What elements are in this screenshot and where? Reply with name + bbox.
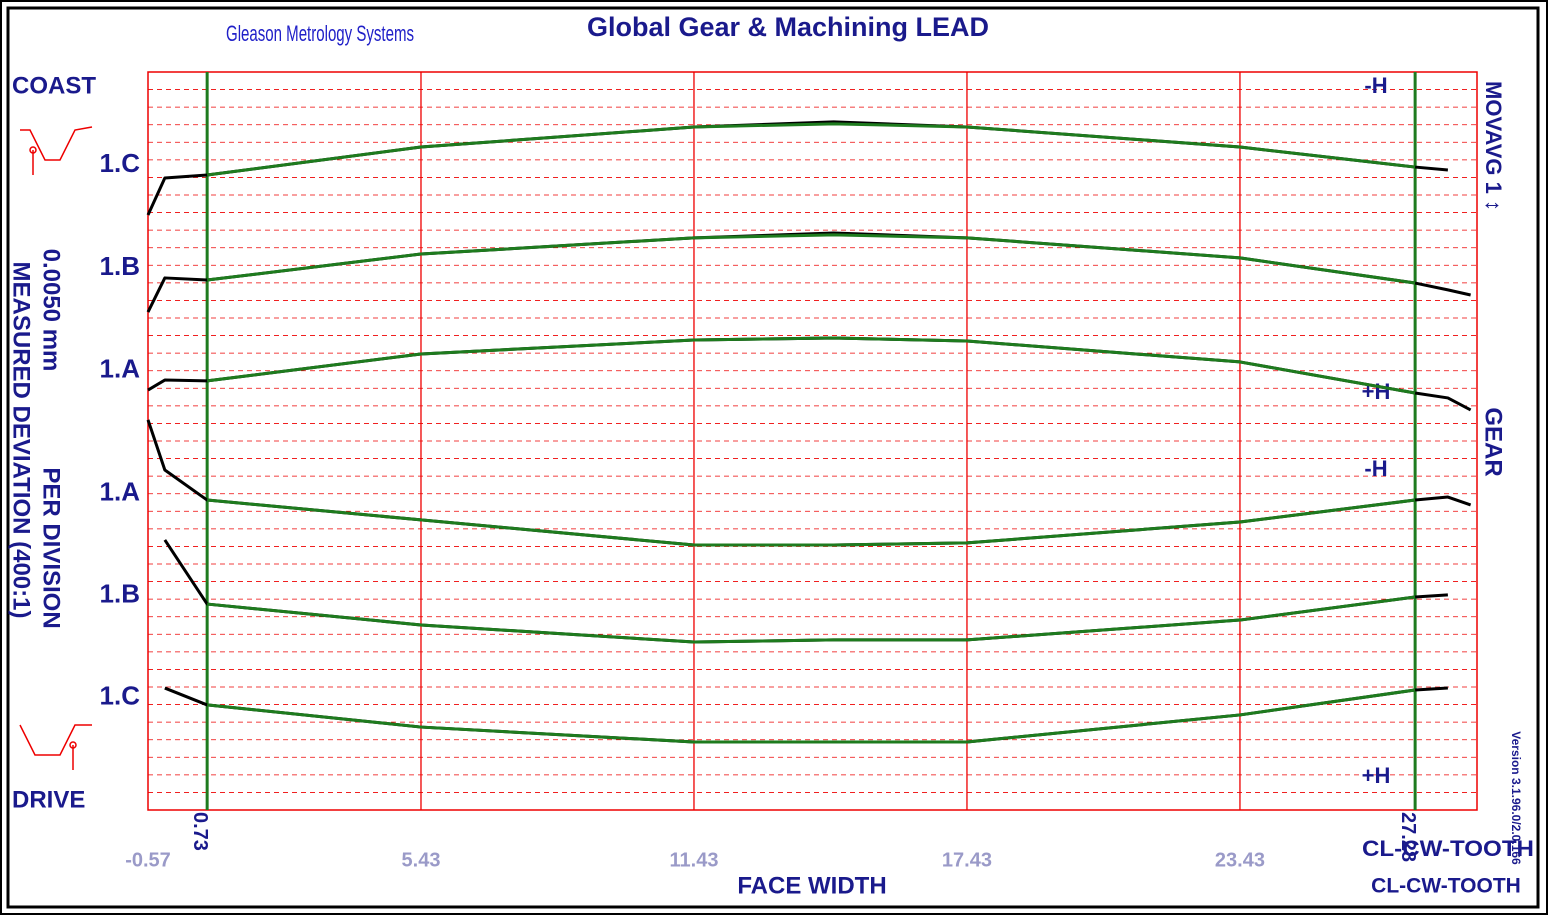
y-tick-label: 1.B: [100, 579, 140, 609]
x-tick-label: 5.43: [402, 849, 441, 871]
y-tick-label: 1.A: [100, 477, 141, 507]
tolerance-mark: +H: [1362, 763, 1391, 788]
x-axis-label: FACE WIDTH: [737, 872, 886, 899]
brand: Gleason Metrology Systems: [226, 21, 414, 46]
y-tick-label: 1.B: [100, 251, 140, 281]
y-tick-label: 1.A: [100, 354, 141, 384]
version: Version 3.1.96.0/2.0.166: [1509, 731, 1523, 865]
trace: [207, 498, 1416, 547]
trace: [206, 336, 1416, 395]
tolerance-mark: -H: [1364, 73, 1387, 98]
x-tick-label: 11.43: [670, 849, 719, 871]
direction: CL-CW-TOOTH: [1371, 875, 1521, 898]
x-axis-sub: CL-CW-TOOTH: [1362, 836, 1534, 861]
filter: MOVAVG 1 ↕: [1481, 81, 1506, 211]
flank-bottom: DRIVE: [12, 786, 85, 813]
part: GEAR: [1480, 407, 1507, 476]
coast-icon: [20, 126, 93, 175]
tolerance-mark: -H: [1364, 456, 1387, 481]
tolerance-mark: +H: [1362, 379, 1391, 404]
chart-title: Global Gear & Machining LEAD: [587, 12, 989, 42]
x-tick-label: -0.57: [125, 849, 171, 871]
drive-icon: [19, 724, 92, 770]
y-axis-label: 0.0050 mm: [38, 249, 65, 372]
x-tick-label: 23.43: [1215, 849, 1265, 871]
y-tick-label: 1.C: [100, 680, 141, 710]
y-tick-label: 1.C: [100, 148, 141, 178]
trace: [206, 233, 1416, 285]
x-tick-label: 17.43: [942, 849, 992, 871]
trace: [207, 595, 1416, 644]
eval-limit-label: 27.28: [1397, 812, 1419, 862]
trace: [206, 122, 1416, 177]
inner-frame: [6, 6, 1540, 909]
trace: [146, 231, 1471, 313]
y-axis-label: PER DIVISION: [38, 467, 65, 628]
y-axis-label: MEASURED DEVIATION (400:1): [8, 262, 35, 619]
eval-limit-label: 0.73: [189, 812, 211, 851]
flank-top: COAST: [12, 72, 96, 99]
trace: [206, 688, 1416, 744]
